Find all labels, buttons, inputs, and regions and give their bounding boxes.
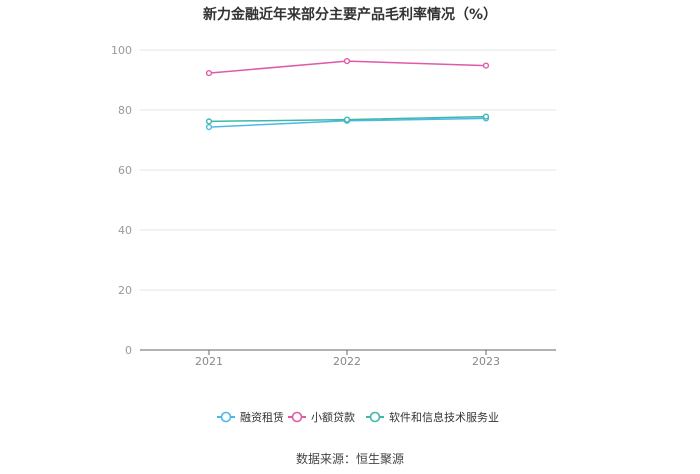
x-tick-label: 2021 xyxy=(195,355,223,368)
y-axis-ticks: 0 20 40 60 80 100 xyxy=(111,44,132,357)
y-tick-label: 60 xyxy=(118,164,132,177)
data-source: 数据来源：恒生聚源 xyxy=(295,452,404,466)
legend: 融资租赁 小额贷款 软件和信息技术服务业 xyxy=(217,410,499,424)
series-lines xyxy=(205,57,490,131)
legend-marker xyxy=(291,411,303,423)
legend-marker xyxy=(220,411,232,423)
chart-title: 新力金融近年来部分主要产品毛利率情况（%） xyxy=(202,7,498,23)
y-tick-label: 0 xyxy=(125,344,132,357)
y-tick-label: 20 xyxy=(118,284,132,297)
data-point xyxy=(343,57,351,65)
y-tick-label: 80 xyxy=(118,104,132,117)
x-tick-label: 2022 xyxy=(333,355,361,368)
legend-marker xyxy=(369,411,381,423)
data-point xyxy=(205,118,213,125)
data-point xyxy=(482,62,490,69)
y-tick-label: 40 xyxy=(118,224,132,237)
legend-label: 融资租赁 xyxy=(240,410,284,424)
data-point xyxy=(482,113,490,120)
gridlines xyxy=(140,49,556,291)
legend-label: 软件和信息技术服务业 xyxy=(389,410,499,424)
y-tick-label: 100 xyxy=(111,44,132,57)
data-point xyxy=(343,116,351,123)
legend-label: 小额贷款 xyxy=(311,410,355,424)
data-point xyxy=(205,123,213,131)
x-tick-label: 2023 xyxy=(472,355,500,368)
data-point xyxy=(205,69,213,77)
x-axis: 2021 2022 2023 xyxy=(140,349,556,368)
